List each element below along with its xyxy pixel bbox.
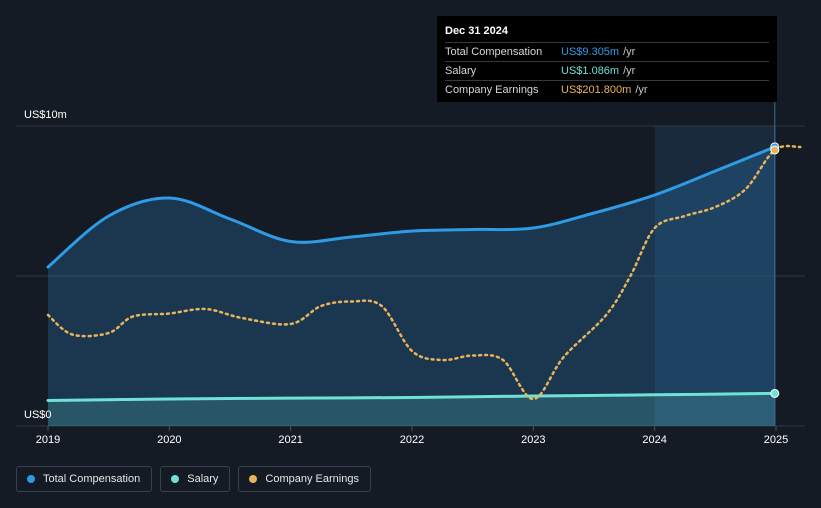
- tooltip-label: Company Earnings: [445, 84, 539, 96]
- company-earnings-marker: [770, 145, 780, 155]
- grid-lines: [16, 125, 805, 427]
- total-compensation-line: [46, 145, 777, 269]
- salary-line: [46, 391, 777, 402]
- x-tick-label: 2025: [764, 434, 788, 446]
- series-areas: [48, 146, 775, 426]
- tooltip-unit: /yr: [623, 46, 636, 58]
- series-markers: [770, 142, 780, 398]
- x-tick-label: 2023: [521, 434, 545, 446]
- y-tick-label: US$0: [24, 409, 52, 421]
- legend-item-company-earnings[interactable]: Company Earnings: [238, 466, 371, 492]
- tooltip-unit: /yr: [623, 65, 636, 77]
- tooltip-row-salary: Salary US$1.086m /yr: [445, 61, 769, 80]
- legend-item-total-compensation[interactable]: Total Compensation: [16, 466, 153, 492]
- salary-marker: [770, 388, 780, 398]
- legend-dot-icon: [171, 475, 180, 483]
- axis-labels: US$0 US$10m 2019 2020 2021 2022 2023 2024 2025: [24, 109, 788, 446]
- tooltip-value: US$9.305m: [561, 46, 620, 58]
- legend-item-salary[interactable]: Salary: [160, 466, 231, 492]
- series-lines: [46, 144, 802, 402]
- tooltip-value: US$1.086m: [561, 65, 620, 77]
- tooltip-label: Salary: [445, 65, 477, 77]
- x-tick-label: 2020: [157, 434, 181, 446]
- tooltip-row-total-compensation: Total Compensation US$9.305m /yr: [445, 42, 769, 61]
- x-tick-label: 2022: [400, 434, 424, 446]
- tooltip-label: Total Compensation: [445, 46, 543, 58]
- legend-label: Company Earnings: [265, 473, 359, 485]
- tooltip-unit: /yr: [635, 84, 648, 96]
- x-tick-label: 2019: [36, 434, 60, 446]
- y-tick-label: US$10m: [24, 109, 67, 121]
- tooltip-row-company-earnings: Company Earnings US$201.800m /yr: [445, 80, 769, 99]
- legend-dot-icon: [27, 475, 35, 483]
- legend-dot-icon: [249, 475, 258, 483]
- x-tick-label: 2021: [278, 434, 302, 446]
- legend-label: Salary: [187, 473, 219, 485]
- legend: Total Compensation Salary Company Earnin…: [16, 466, 371, 492]
- x-tick-label: 2024: [642, 434, 666, 446]
- company-earnings-line: [46, 144, 802, 401]
- tooltip-value: US$201.800m: [561, 84, 632, 96]
- salary-area: [48, 393, 775, 426]
- total-compensation-area: [48, 146, 775, 426]
- legend-label: Total Compensation: [43, 473, 141, 485]
- tooltip-date: Dec 31 2024: [445, 25, 508, 37]
- tooltip: Dec 31 2024 Total Compensation US$9.305m…: [437, 16, 777, 102]
